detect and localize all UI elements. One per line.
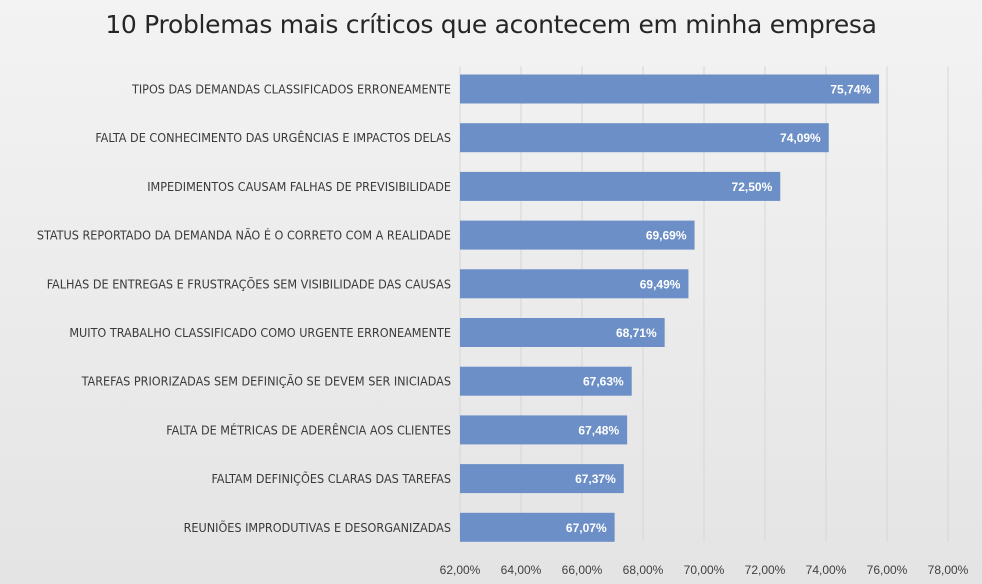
x-tick-label: 70,00% <box>684 563 725 577</box>
category-label: REUNIÕES IMPRODUTIVAS E DESORGANIZADAS <box>184 520 451 535</box>
bar <box>460 415 628 445</box>
category-label: TAREFAS PRIORIZADAS SEM DEFINIÇÃO SE DEV… <box>81 374 451 389</box>
data-label: 72,50% <box>732 180 773 194</box>
x-tick-label: 62,00% <box>440 563 481 577</box>
data-label: 69,69% <box>646 229 687 243</box>
category-label: TIPOS DAS DEMANDAS CLASSIFICADOS ERRONEA… <box>131 82 451 97</box>
x-tick-label: 76,00% <box>867 563 908 577</box>
category-label: FALHAS DE ENTREGAS E FRUSTRAÇÕES SEM VIS… <box>47 276 451 291</box>
bar <box>460 123 829 153</box>
data-label: 67,63% <box>583 375 624 389</box>
x-tick-label: 68,00% <box>623 563 664 577</box>
category-label: IMPEDIMENTOS CAUSAM FALHAS DE PREVISIBIL… <box>147 179 451 194</box>
x-tick-label: 74,00% <box>806 563 847 577</box>
category-label: STATUS REPORTADO DA DEMANDA NÃO É O CORR… <box>37 228 451 243</box>
bar <box>460 171 781 201</box>
data-label: 67,48% <box>578 423 619 437</box>
bar <box>460 366 632 396</box>
bar <box>460 220 695 250</box>
bar <box>460 318 665 347</box>
category-label: FALTA DE MÉTRICAS DE ADERÊNCIA AOS CLIEN… <box>166 422 451 437</box>
bar <box>460 74 880 104</box>
data-label: 69,49% <box>640 277 681 291</box>
data-label: 67,37% <box>575 472 616 486</box>
x-tick-label: 72,00% <box>745 563 786 577</box>
bar <box>460 464 624 494</box>
category-label: MUITO TRABALHO CLASSIFICADO COMO URGENTE… <box>69 325 451 340</box>
data-label: 67,07% <box>566 521 607 535</box>
data-label: 75,74% <box>830 83 871 97</box>
bar <box>460 512 615 542</box>
chart-title: 10 Problemas mais críticos que acontecem… <box>105 10 877 39</box>
category-label: FALTAM DEFINIÇÕES CLARAS DAS TAREFAS <box>211 471 451 486</box>
category-label: FALTA DE CONHECIMENTO DAS URGÊNCIAS E IM… <box>95 130 451 145</box>
data-label: 74,09% <box>780 131 821 145</box>
x-tick-label: 64,00% <box>501 563 542 577</box>
x-tick-label: 66,00% <box>562 563 603 577</box>
bar <box>460 269 689 299</box>
data-label: 68,71% <box>616 326 657 340</box>
x-tick-label: 78,00% <box>928 563 969 577</box>
